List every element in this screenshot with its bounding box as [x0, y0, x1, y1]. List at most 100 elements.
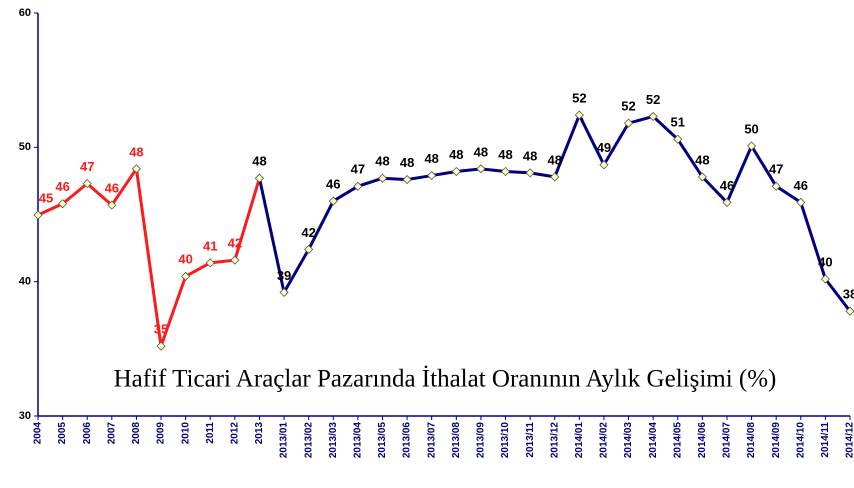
y-tick-label: 40 — [19, 276, 31, 288]
value-label: 51 — [671, 115, 685, 130]
x-tick-label: 2013/05 — [377, 422, 388, 459]
point-marker — [328, 196, 338, 206]
x-tick-label: 2011 — [205, 422, 216, 444]
x-tick-label: 2014/06 — [697, 422, 708, 459]
point-marker — [279, 287, 289, 297]
x-tick-label: 2013/06 — [402, 422, 413, 459]
value-label: 41 — [203, 238, 217, 253]
point-marker — [648, 111, 658, 122]
point-marker — [623, 118, 634, 128]
x-tick-label: 2013/08 — [451, 422, 462, 459]
x-tick-label: 2007 — [106, 422, 117, 445]
y-tick-label: 50 — [19, 141, 31, 153]
point-marker — [82, 179, 92, 189]
x-tick-label: 2013 — [254, 422, 265, 445]
x-tick-label: 2014/05 — [672, 422, 683, 459]
point-marker — [230, 255, 240, 265]
value-label: 48 — [695, 152, 709, 167]
value-label: 46 — [105, 181, 119, 196]
point-marker — [304, 244, 314, 254]
point-marker — [845, 306, 854, 316]
point-marker — [131, 164, 141, 174]
point-marker — [402, 175, 412, 185]
value-label: 47 — [769, 162, 783, 177]
point-marker — [451, 166, 461, 177]
value-label: 48 — [523, 148, 537, 163]
x-tick-label: 2013/03 — [328, 422, 339, 459]
value-label: 48 — [424, 151, 438, 166]
point-marker — [254, 173, 265, 183]
value-label: 49 — [597, 140, 611, 155]
point-marker — [33, 210, 43, 220]
value-label: 48 — [449, 147, 463, 162]
point-marker — [771, 181, 781, 191]
x-tick-label: 2013/04 — [353, 422, 364, 459]
value-label: 46 — [720, 178, 734, 193]
value-label: 46 — [55, 179, 69, 194]
x-tick-label: 2014/12 — [845, 422, 854, 459]
value-label: 52 — [646, 92, 660, 107]
x-tick-label: 2010 — [180, 422, 191, 445]
value-label: 40 — [178, 252, 192, 267]
x-tick-label: 2014/02 — [599, 422, 610, 459]
series-line — [257, 113, 852, 313]
value-label: 48 — [129, 144, 143, 159]
x-tick-label: 2004 — [33, 422, 44, 445]
value-label: 46 — [794, 178, 808, 193]
x-tick-label: 2009 — [156, 422, 167, 445]
point-marker — [599, 160, 609, 170]
value-label: 35 — [154, 322, 168, 337]
x-tick-label: 2014/10 — [795, 422, 806, 459]
chart-annotation: Hafif Ticari Araçlar Pazarında İthalat O… — [114, 366, 777, 393]
x-tick-label: 2014/07 — [722, 422, 733, 459]
point-marker — [722, 197, 732, 207]
value-label: 52 — [572, 91, 586, 106]
x-tick-label: 2013/07 — [426, 422, 437, 459]
point-marker — [377, 173, 388, 183]
x-tick-label: 2014/11 — [820, 422, 831, 458]
x-tick-label: 2013/09 — [476, 422, 487, 459]
value-label: 47 — [351, 162, 365, 177]
x-tick-label: 2013/12 — [549, 422, 560, 459]
point-marker — [476, 164, 486, 174]
x-tick-label: 2014/04 — [648, 422, 659, 459]
series-line — [37, 167, 261, 348]
x-tick-label: 2008 — [131, 422, 142, 445]
x-tick-label: 2014/01 — [574, 422, 585, 459]
point-marker — [574, 110, 584, 120]
point-marker — [820, 274, 830, 284]
point-marker — [747, 141, 757, 151]
point-marker — [673, 134, 683, 144]
value-label: 48 — [375, 154, 389, 169]
x-tick-label: 2014/09 — [771, 422, 782, 459]
point-marker — [525, 168, 535, 178]
x-tick-label: 2014/03 — [623, 422, 634, 459]
point-marker — [697, 172, 707, 182]
point-marker — [58, 199, 68, 209]
value-label: 38 — [843, 287, 854, 302]
point-marker — [107, 200, 117, 210]
x-tick-label: 2014/08 — [746, 422, 757, 459]
x-tick-label: 2006 — [82, 422, 93, 445]
y-tick-label: 60 — [19, 7, 31, 19]
value-label: 48 — [498, 147, 512, 162]
value-label: 48 — [474, 144, 488, 159]
x-tick-label: 2013/11 — [525, 422, 536, 458]
point-marker — [796, 197, 806, 207]
x-tick-label: 2013/02 — [303, 422, 314, 459]
value-label: 48 — [252, 154, 266, 169]
x-tick-label: 2005 — [57, 422, 68, 445]
point-marker — [205, 258, 215, 268]
value-label: 47 — [80, 159, 94, 174]
value-label: 40 — [818, 254, 832, 269]
value-label: 39 — [277, 268, 291, 283]
x-tick-label: 2012 — [229, 422, 240, 445]
value-label: 46 — [326, 177, 340, 192]
value-label: 42 — [301, 225, 315, 240]
x-tick-label: 2013/01 — [279, 422, 290, 459]
point-marker — [500, 166, 511, 177]
point-marker — [156, 341, 166, 351]
point-marker — [427, 170, 437, 181]
point-marker — [181, 271, 191, 281]
